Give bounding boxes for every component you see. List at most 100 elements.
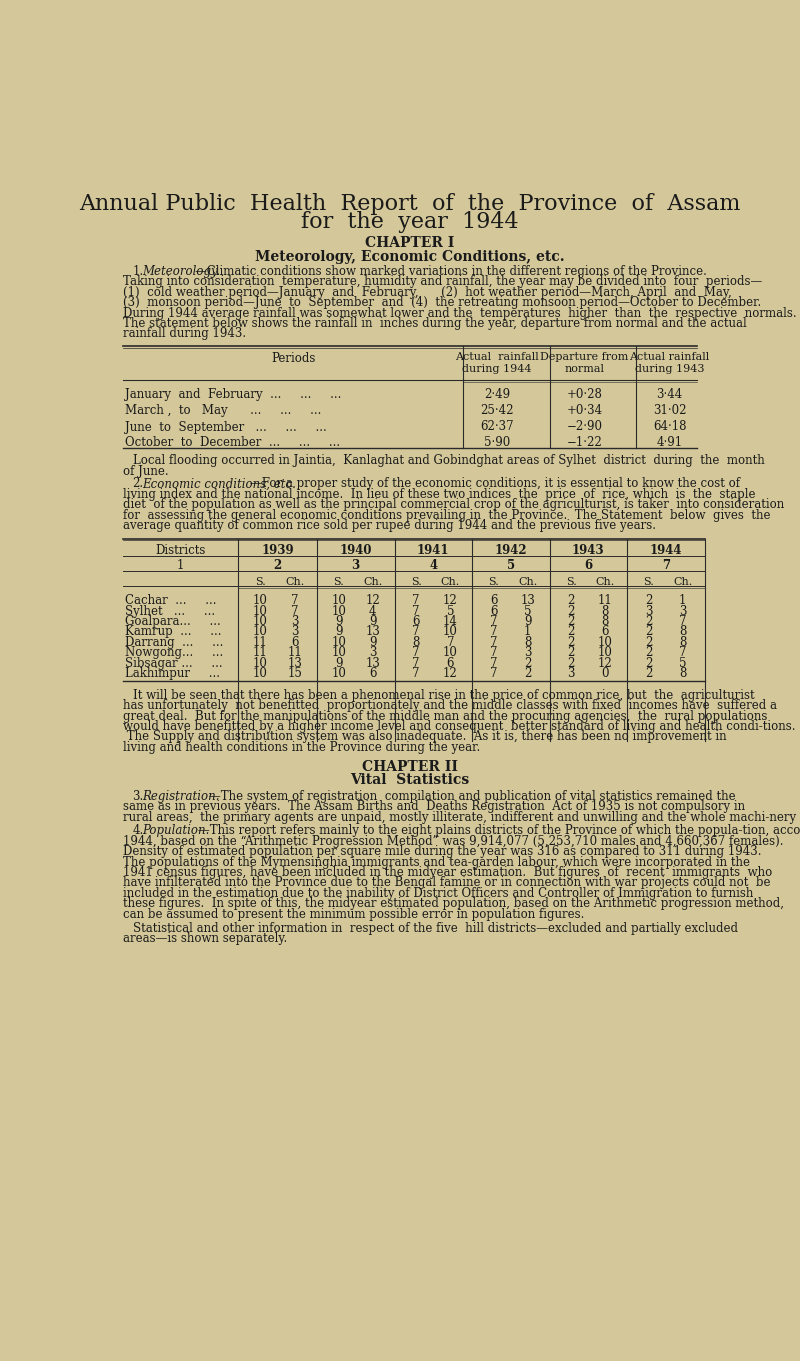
Text: 8: 8 <box>679 667 686 680</box>
Text: 8: 8 <box>524 636 531 649</box>
Text: March ,  to   May      ...     ...     ...: March , to May ... ... ... <box>125 404 321 416</box>
Text: −2·90: −2·90 <box>566 421 602 434</box>
Text: During 1944 average rainfall was somewhat lower and the  temperatures  higher  t: During 1944 average rainfall was somewha… <box>123 306 797 320</box>
Text: 4.: 4. <box>133 825 144 837</box>
Text: Lakhimpur     ...: Lakhimpur ... <box>125 667 220 680</box>
Text: Meteorology, Economic Conditions, etc.: Meteorology, Economic Conditions, etc. <box>255 249 565 264</box>
Text: Goalpara...     ...: Goalpara... ... <box>125 615 221 627</box>
Text: 2: 2 <box>274 559 282 573</box>
Text: 2: 2 <box>645 615 652 627</box>
Text: 6: 6 <box>369 667 377 680</box>
Text: would have benefitted by a higher income level and consequent  better standard o: would have benefitted by a higher income… <box>123 720 796 734</box>
Text: Meteorology.: Meteorology. <box>142 265 220 278</box>
Text: 2: 2 <box>567 636 575 649</box>
Text: 6: 6 <box>584 559 592 573</box>
Text: 8: 8 <box>602 615 609 627</box>
Text: Density of estimated population per square mile during the year was 316 as compa: Density of estimated population per squa… <box>123 845 762 859</box>
Text: S.: S. <box>488 577 499 587</box>
Text: 6: 6 <box>490 604 498 618</box>
Text: 4·91: 4·91 <box>657 436 682 449</box>
Text: 5: 5 <box>506 559 515 573</box>
Text: 10: 10 <box>331 667 346 680</box>
Text: 3: 3 <box>679 604 686 618</box>
Text: 7: 7 <box>413 667 420 680</box>
Text: 13: 13 <box>287 656 302 670</box>
Text: 1: 1 <box>524 625 531 638</box>
Text: The Supply and distribution system was also inadequate.  As it is, there has bee: The Supply and distribution system was a… <box>123 731 727 743</box>
Text: 1939: 1939 <box>261 544 294 557</box>
Text: 7: 7 <box>291 604 298 618</box>
Text: Ch.: Ch. <box>518 577 538 587</box>
Text: 1941: 1941 <box>417 544 450 557</box>
Text: Districts: Districts <box>155 544 206 557</box>
Text: 1943: 1943 <box>572 544 605 557</box>
Text: The statement below shows the rainfall in  inches during the year, departure fro: The statement below shows the rainfall i… <box>123 317 747 329</box>
Text: 10: 10 <box>331 646 346 659</box>
Text: 7: 7 <box>413 625 420 638</box>
Text: 7: 7 <box>413 656 420 670</box>
Text: Taking into consideration  temperature, humidity and rainfall, the year may be d: Taking into consideration temperature, h… <box>123 275 762 289</box>
Text: −1·22: −1·22 <box>566 436 602 449</box>
Text: CHAPTER I: CHAPTER I <box>366 237 454 250</box>
Text: 7: 7 <box>490 615 498 627</box>
Text: 14: 14 <box>443 615 458 627</box>
Text: 13: 13 <box>520 595 535 607</box>
Text: 2: 2 <box>567 656 575 670</box>
Text: rural areas,  the primary agents are unpaid, mostly illiterate, indifferent and : rural areas, the primary agents are unpa… <box>123 811 800 823</box>
Text: 2: 2 <box>567 625 575 638</box>
Text: 9: 9 <box>335 625 342 638</box>
Text: 10: 10 <box>253 604 267 618</box>
Text: January  and  February  ...     ...     ...: January and February ... ... ... <box>125 388 341 401</box>
Text: 2: 2 <box>645 667 652 680</box>
Text: 13: 13 <box>366 625 380 638</box>
Text: 10: 10 <box>443 646 458 659</box>
Text: 1944: 1944 <box>650 544 682 557</box>
Text: 11: 11 <box>598 595 613 607</box>
Text: 2: 2 <box>645 646 652 659</box>
Text: June  to  September   ...     ...     ...: June to September ... ... ... <box>125 421 326 434</box>
Text: 7: 7 <box>291 595 298 607</box>
Text: Kamrup  ...     ...: Kamrup ... ... <box>125 625 222 638</box>
Text: Actual rainfall
during 1943: Actual rainfall during 1943 <box>630 352 710 373</box>
Text: 15: 15 <box>287 667 302 680</box>
Text: Economic conditions, etc.: Economic conditions, etc. <box>142 478 296 490</box>
Text: 3: 3 <box>369 646 377 659</box>
Text: 5·90: 5·90 <box>484 436 510 449</box>
Text: CHAPTER II: CHAPTER II <box>362 761 458 774</box>
Text: 64·18: 64·18 <box>653 421 686 434</box>
Text: 31·02: 31·02 <box>653 404 686 416</box>
Text: 9: 9 <box>335 656 342 670</box>
Text: 12: 12 <box>443 595 458 607</box>
Text: rainfall during 1943.: rainfall during 1943. <box>123 328 246 340</box>
Text: 2: 2 <box>645 656 652 670</box>
Text: 7: 7 <box>490 646 498 659</box>
Text: Ch.: Ch. <box>363 577 382 587</box>
Text: 5: 5 <box>446 604 454 618</box>
Text: 1941 census figures, have been included in the midyear estimation.  But figures : 1941 census figures, have been included … <box>123 866 773 879</box>
Text: 10: 10 <box>253 656 267 670</box>
Text: these figures.  In spite of this, the midyear estimated population, based on the: these figures. In spite of this, the mid… <box>123 897 784 911</box>
Text: 1944, based on the “Arithmetic Progression Method” was 9,914,077 (5,253,710 male: 1944, based on the “Arithmetic Progressi… <box>123 834 784 848</box>
Text: living and health conditions in the Province during the year.: living and health conditions in the Prov… <box>123 740 481 754</box>
Text: 13: 13 <box>366 656 380 670</box>
Text: 1: 1 <box>177 559 184 573</box>
Text: of June.: of June. <box>123 464 169 478</box>
Text: 2: 2 <box>567 615 575 627</box>
Text: 10: 10 <box>598 636 613 649</box>
Text: 7: 7 <box>662 559 670 573</box>
Text: 7: 7 <box>679 615 686 627</box>
Text: 4: 4 <box>369 604 377 618</box>
Text: 10: 10 <box>253 667 267 680</box>
Text: Periods: Periods <box>271 352 316 365</box>
Text: 7: 7 <box>413 604 420 618</box>
Text: 3: 3 <box>291 615 298 627</box>
Text: great deal.  But for the manipulations of the middle man and the procuring agenc: great deal. But for the manipulations of… <box>123 709 768 723</box>
Text: 6: 6 <box>602 625 609 638</box>
Text: 7: 7 <box>446 636 454 649</box>
Text: Departure from
normal: Departure from normal <box>540 352 629 373</box>
Text: 1: 1 <box>679 595 686 607</box>
Text: 1940: 1940 <box>339 544 372 557</box>
Text: 6: 6 <box>446 656 454 670</box>
Text: +0·34: +0·34 <box>566 404 602 416</box>
Text: diet  of the population as well as the principal commercial crop of the agricult: diet of the population as well as the pr… <box>123 498 785 512</box>
